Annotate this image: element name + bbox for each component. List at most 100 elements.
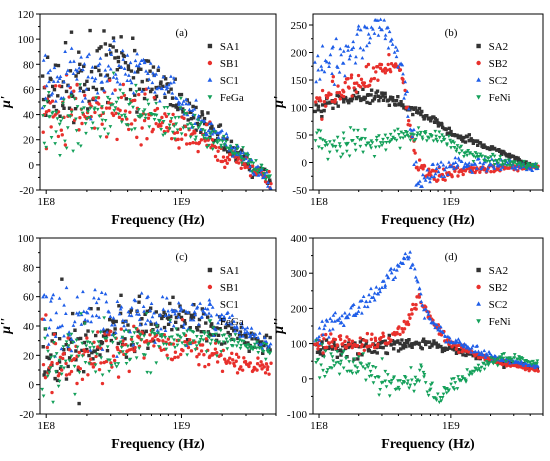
legend-marker — [207, 284, 213, 290]
panel-label: (d) — [445, 251, 458, 263]
legend-marker — [207, 267, 213, 273]
y-tick-label: -20 — [19, 409, 34, 421]
x-axis-label: Frequency (Hz) — [111, 437, 205, 452]
legend-marker — [476, 301, 482, 306]
legend: SA2 SB2 SC2 FeNi — [476, 41, 511, 104]
y-tick-label: -50 — [292, 185, 307, 197]
series-SA2 — [313, 87, 539, 170]
series-FeNi — [314, 339, 540, 405]
x-tick-label: 1E9 — [173, 196, 191, 208]
series-markers — [313, 87, 539, 170]
x-tick-label: 1E9 — [442, 420, 460, 432]
panel-b: -50 0 50 100 150 200 250 1E8 1E9 Frequency (Hz) μ'… — [272, 13, 544, 228]
series-SC1 — [41, 285, 273, 358]
y-tick-label: 250 — [291, 20, 308, 32]
y-tick-label: 60 — [23, 84, 35, 96]
legend-marker — [476, 95, 482, 100]
y-tick-label: 100 — [18, 34, 35, 46]
y-tick-label: 0 — [302, 158, 308, 170]
y-tick-label: 0 — [302, 374, 308, 386]
legend-marker — [207, 95, 213, 100]
data-points — [40, 28, 273, 190]
y-tick-label: 40 — [23, 321, 35, 333]
legend-label: SC2 — [489, 75, 508, 87]
y-tick-label: 120 — [18, 9, 35, 21]
legend-marker — [476, 60, 481, 66]
y-tick-label: -100 — [287, 409, 308, 421]
series-markers — [314, 339, 540, 405]
x-tick-label: 1E8 — [310, 420, 328, 432]
panel-c: -20 0 20 40 60 80 100 1E8 1E9 Frequency (Hz) μ'' (c… — [0, 233, 277, 452]
y-tick-label: 80 — [23, 59, 35, 71]
x-axis-label: Frequency (Hz) — [111, 213, 205, 228]
data-points — [40, 277, 273, 406]
legend-label: SC2 — [489, 299, 508, 311]
y-tick-label: 80 — [23, 262, 35, 274]
legend-label: FeGa — [220, 92, 244, 104]
series-markers — [41, 277, 272, 406]
y-tick-label: 20 — [23, 135, 35, 147]
y-tick-label: 60 — [23, 292, 35, 304]
legend-marker — [476, 284, 481, 290]
y-tick-label: -20 — [19, 185, 34, 197]
legend-marker — [207, 301, 213, 306]
x-axis-label: Frequency (Hz) — [381, 213, 475, 228]
legend-label: SB2 — [489, 282, 508, 294]
x-axis-label: Frequency (Hz) — [381, 437, 475, 452]
y-tick-label: 100 — [291, 103, 308, 115]
legend-marker — [476, 77, 482, 82]
y-axis-label: μ'' — [0, 318, 14, 335]
x-tick-label: 1E9 — [442, 196, 460, 208]
plot-frame — [312, 13, 544, 191]
panel-label: (a) — [175, 27, 188, 39]
series-markers — [40, 28, 272, 186]
legend-marker — [207, 60, 213, 66]
legend-marker — [207, 43, 213, 49]
panel-a: -20 0 20 40 60 80 100 120 1E8 1E9 Frequency (Hz) μ'… — [0, 9, 277, 228]
panel-d: -100 0 100 200 300 400 1E8 1E9 Frequency (Hz) μ''… — [272, 233, 544, 452]
legend-label: SB2 — [489, 58, 508, 70]
y-tick-label: 50 — [296, 130, 308, 142]
legend-label: FeNi — [489, 92, 511, 104]
legend-label: SB1 — [220, 282, 239, 294]
y-axis-label: μ' — [272, 96, 287, 109]
x-tick-label: 1E8 — [310, 196, 328, 208]
y-tick-label: 0 — [29, 160, 35, 172]
legend: SA1 SB1 SC1 FeGa — [207, 41, 244, 104]
legend-label: SC1 — [220, 75, 239, 87]
legend-label: FeNi — [489, 316, 511, 328]
y-tick-label: 0 — [29, 380, 35, 392]
series-markers — [313, 126, 540, 171]
x-tick-label: 1E8 — [37, 196, 55, 208]
legend-marker — [476, 43, 481, 49]
series-SB2 — [314, 52, 540, 183]
legend-marker — [476, 267, 481, 273]
series-SC2 — [313, 250, 540, 370]
y-tick-label: 100 — [291, 339, 308, 351]
series-SA1 — [41, 277, 272, 406]
y-tick-label: 200 — [291, 303, 308, 315]
y-tick-label: 150 — [291, 75, 308, 87]
legend-label: FeGa — [220, 316, 244, 328]
y-axis-label: μ' — [0, 96, 14, 109]
legend-marker — [207, 77, 213, 82]
y-axis-label: μ'' — [272, 318, 287, 335]
y-tick-label: 100 — [18, 233, 35, 245]
series-SB2 — [313, 293, 540, 373]
legend-label: SA1 — [220, 265, 240, 277]
legend-label: SA2 — [489, 41, 509, 53]
y-tick-label: 40 — [23, 110, 35, 122]
panel-label: (c) — [175, 251, 188, 263]
legend: SA2 SB2 SC2 FeNi — [476, 265, 511, 328]
x-tick-label: 1E9 — [173, 420, 191, 432]
y-tick-label: 200 — [291, 48, 308, 60]
legend-label: SA2 — [489, 265, 509, 277]
legend-marker — [207, 319, 213, 324]
x-tick-label: 1E8 — [37, 420, 55, 432]
legend: SA1 SB1 SC1 FeGa — [207, 265, 244, 328]
panel-label: (b) — [445, 27, 458, 39]
series-FeNi — [313, 126, 540, 171]
legend-marker — [476, 319, 482, 324]
legend-label: SC1 — [220, 299, 239, 311]
